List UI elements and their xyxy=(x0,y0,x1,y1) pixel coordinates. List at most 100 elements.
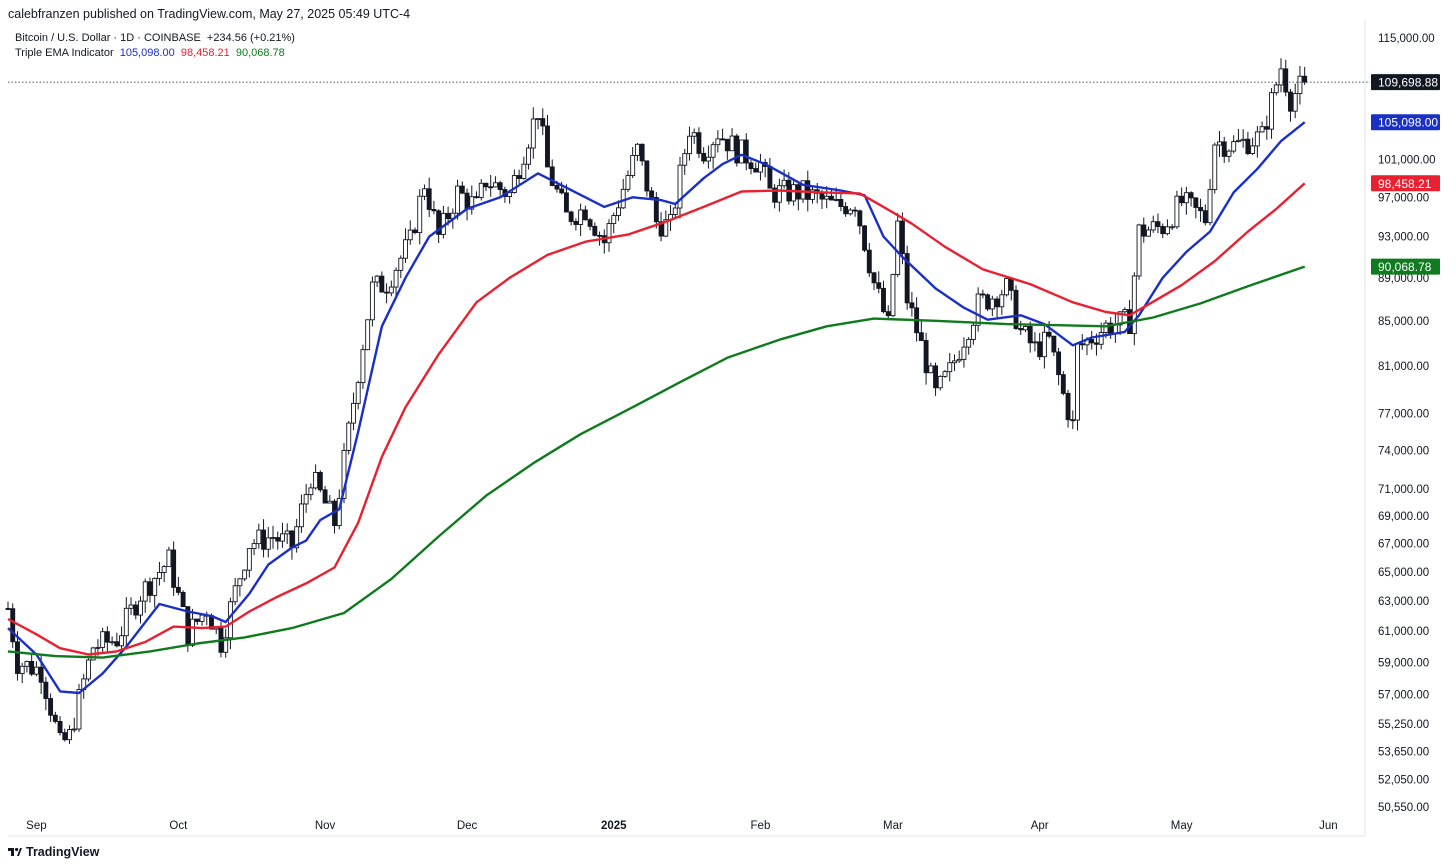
candle-up xyxy=(1122,309,1128,313)
candle-up xyxy=(1150,221,1156,231)
candle-up xyxy=(966,338,972,348)
indicator-legend[interactable]: Triple EMA Indicator 105,098.00 98,458.2… xyxy=(15,47,288,59)
candle-up xyxy=(1136,224,1142,277)
candle-down xyxy=(445,212,451,220)
candle-up xyxy=(715,138,721,146)
candle-up xyxy=(1032,341,1038,344)
candle-up xyxy=(1183,192,1189,204)
candle-down xyxy=(573,221,579,225)
candle-down xyxy=(1037,341,1043,358)
candle-up xyxy=(691,132,697,137)
price-badge-label: 90,068.78 xyxy=(1378,260,1432,274)
price-tick-label: 59,000.00 xyxy=(1378,657,1429,669)
time-tick-label: Oct xyxy=(169,820,188,832)
candle-down xyxy=(1141,224,1147,237)
tradingview-logo-icon xyxy=(8,847,22,856)
candle-up xyxy=(393,269,399,288)
candle-down xyxy=(696,132,702,154)
candle-down xyxy=(459,185,465,194)
price-tick-label: 57,000.00 xyxy=(1378,690,1429,702)
candle-up xyxy=(327,500,333,504)
candle-up xyxy=(270,537,276,540)
candle-up xyxy=(199,614,205,622)
candle-down xyxy=(384,291,390,294)
candle-down xyxy=(1221,141,1227,157)
candle-down xyxy=(852,209,858,212)
candle-up xyxy=(1174,195,1180,228)
ema-1-line xyxy=(7,121,1306,695)
price-tick-label: 81,000.00 xyxy=(1378,361,1429,373)
candle-up xyxy=(937,375,943,389)
candle-up xyxy=(1098,332,1104,345)
price-tick-label: 53,650.00 xyxy=(1378,746,1429,758)
candle-down xyxy=(1283,68,1289,93)
price-badge xyxy=(1371,258,1440,275)
candle-down xyxy=(1193,197,1199,208)
candle-up xyxy=(1259,126,1265,133)
candle-down xyxy=(48,698,54,716)
candle-down xyxy=(838,198,844,207)
candle-down xyxy=(881,287,886,313)
candle-down xyxy=(549,166,555,186)
candle-down xyxy=(1188,192,1194,199)
candle-up xyxy=(1254,131,1260,147)
candle-down xyxy=(734,135,740,164)
price-badge-label: 98,458.21 xyxy=(1378,177,1432,191)
candle-down xyxy=(857,210,863,227)
candle-down xyxy=(379,275,385,293)
candle-down xyxy=(474,196,479,199)
candle-down xyxy=(559,188,565,194)
candle-down xyxy=(1060,374,1066,394)
price-change: +234.56 (+0.21%) xyxy=(206,32,295,44)
candle-down xyxy=(317,472,323,491)
candle-up xyxy=(76,689,82,730)
candle-up xyxy=(1217,141,1222,146)
candle-up xyxy=(1103,322,1109,333)
price-tick-label: 101,000.00 xyxy=(1378,154,1436,166)
symbol-legend: Bitcoin / U.S. Dollar · 1D · COINBASE +2… xyxy=(15,32,298,44)
candle-down xyxy=(980,293,986,296)
time-tick-label: Nov xyxy=(315,820,336,832)
price-tick-label: 55,250.00 xyxy=(1378,719,1429,731)
candle-down xyxy=(658,221,664,237)
time-axis[interactable]: Sep Oct Nov Dec 2025 Feb Mar Apr May Jun xyxy=(26,820,1337,832)
indicator-name: Triple EMA Indicator xyxy=(15,47,114,59)
candle-down xyxy=(828,195,834,201)
candle-up xyxy=(24,660,30,667)
candle-down xyxy=(483,182,489,188)
candle-up xyxy=(1297,75,1303,95)
candle-up xyxy=(1231,141,1237,152)
candles-layer xyxy=(5,58,1308,744)
candle-up xyxy=(469,196,475,210)
candle-down xyxy=(412,229,418,234)
candle-up xyxy=(417,195,423,234)
candle-up xyxy=(398,257,404,271)
candle-down xyxy=(592,225,598,236)
candle-up xyxy=(138,600,143,616)
candle-down xyxy=(918,332,924,341)
candle-up xyxy=(634,143,640,156)
candle-up xyxy=(360,349,366,384)
candle-up xyxy=(67,729,72,741)
candle-down xyxy=(563,192,569,213)
candle-up xyxy=(975,293,981,326)
candle-down xyxy=(289,530,295,549)
price-axis[interactable]: 115,000.00 101,000.00 97,000.00 93,000.00 89… xyxy=(1378,33,1436,814)
candle-down xyxy=(753,168,759,173)
candle-up xyxy=(611,215,617,225)
time-tick-label: Dec xyxy=(457,820,478,832)
candle-up xyxy=(190,618,196,646)
candle-down xyxy=(175,586,181,593)
candle-up xyxy=(895,220,901,276)
candle-up xyxy=(620,188,626,209)
candle-up xyxy=(672,207,678,215)
footer-brand[interactable]: TradingView xyxy=(8,845,99,859)
candle-up xyxy=(298,503,304,528)
price-tick-label: 97,000.00 xyxy=(1378,192,1429,204)
candle-down xyxy=(1079,343,1085,346)
candle-up xyxy=(928,365,934,374)
time-tick-label: Sep xyxy=(26,820,46,832)
candle-up xyxy=(942,371,948,377)
candle-up xyxy=(1004,278,1009,296)
